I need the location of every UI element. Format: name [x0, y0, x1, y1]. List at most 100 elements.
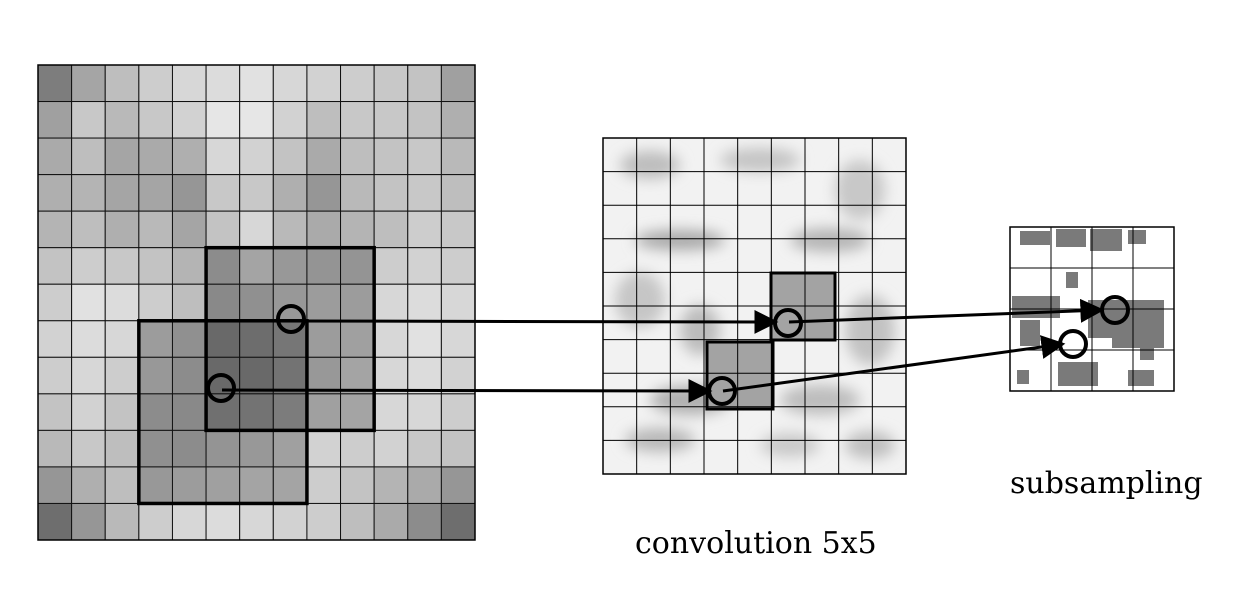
input-pixel	[272, 247, 308, 285]
input-pixel	[373, 137, 409, 176]
subsampling-label: subsampling	[1010, 466, 1203, 501]
input-pixel	[407, 393, 442, 431]
input-pixel	[440, 283, 476, 322]
input-pixel	[340, 429, 375, 468]
input-pixel	[37, 283, 73, 322]
input-pixel	[104, 502, 140, 541]
input-pixel	[340, 466, 375, 504]
input-pixel	[306, 101, 342, 139]
input-pixel	[171, 64, 207, 103]
input-pixel	[407, 356, 442, 395]
input-pixel	[272, 174, 308, 212]
input-pixel	[138, 429, 173, 468]
input-pixel	[71, 64, 106, 103]
input-pixel	[239, 502, 274, 541]
input-pixel	[340, 283, 375, 322]
input-pixel	[407, 210, 442, 249]
input-pixel	[71, 320, 106, 358]
input-pixel	[138, 466, 173, 504]
input-pixel	[138, 174, 173, 212]
receptive-field-marker-conv-lower	[707, 376, 737, 406]
input-pixel	[171, 429, 207, 468]
input-pixel	[407, 174, 442, 212]
input-pixel	[440, 101, 476, 139]
receptive-field-marker-input-upper	[276, 304, 306, 334]
input-pixel	[104, 64, 140, 103]
input-pixel	[239, 247, 274, 285]
input-pixel	[306, 174, 342, 212]
input-pixel	[205, 502, 241, 541]
input-pixel	[138, 137, 173, 176]
input-pixel	[37, 210, 73, 249]
input-image-border	[37, 64, 476, 541]
input-pixel	[340, 64, 375, 103]
input-pixel	[239, 429, 274, 468]
input-pixel	[306, 247, 342, 285]
input-pixel	[272, 429, 308, 468]
input-pixel	[407, 137, 442, 176]
input-pixel	[373, 283, 409, 322]
input-pixel	[440, 393, 476, 431]
input-pixel	[71, 174, 106, 212]
input-pixel	[71, 356, 106, 395]
input-pixel	[205, 320, 241, 358]
input-pixel	[37, 429, 73, 468]
input-pixel	[373, 393, 409, 431]
input-pixel	[171, 502, 207, 541]
input-pixel	[37, 356, 73, 395]
input-pixel	[340, 210, 375, 249]
input-pixel	[138, 101, 173, 139]
input-pixel	[104, 393, 140, 431]
input-pixel	[71, 210, 106, 249]
arrow-input-upper-to-conv	[291, 309, 779, 334]
input-pixel	[340, 174, 375, 212]
input-pixel	[272, 64, 308, 103]
input-pixel	[205, 429, 241, 468]
input-pixel	[306, 502, 342, 541]
input-pixel	[373, 101, 409, 139]
input-pixel	[440, 210, 476, 249]
input-pixel	[239, 393, 274, 431]
input-pixel	[138, 320, 173, 358]
input-pixel	[340, 393, 375, 431]
input-pixel	[37, 101, 73, 139]
input-pixel	[407, 320, 442, 358]
input-pixel	[37, 137, 73, 176]
input-pixel	[104, 101, 140, 139]
input-pixel	[407, 283, 442, 322]
arrow-conv-upper-to-sub	[788, 298, 1105, 324]
input-pixel	[37, 247, 73, 285]
input-pixel	[205, 64, 241, 103]
input-pixel	[171, 174, 207, 212]
input-pixel	[104, 429, 140, 468]
convolution-label: convolution 5x5	[635, 526, 877, 561]
input-pixel	[171, 210, 207, 249]
input-pixel	[440, 502, 476, 541]
input-pixel	[37, 393, 73, 431]
input-pixel	[373, 64, 409, 103]
receptive-field-marker-conv-upper	[773, 308, 803, 338]
input-pixel	[440, 356, 476, 395]
input-pixel	[71, 137, 106, 176]
input-pixel	[306, 64, 342, 103]
input-pixel	[104, 247, 140, 285]
input-pixel	[71, 502, 106, 541]
input-pixel	[104, 356, 140, 395]
input-pixel	[340, 320, 375, 358]
input-pixel	[138, 64, 173, 103]
input-pixel	[104, 283, 140, 322]
input-pixel	[373, 429, 409, 468]
input-pixel	[272, 137, 308, 176]
input-pixel	[373, 502, 409, 541]
input-pixel	[37, 320, 73, 358]
input-pixel	[272, 502, 308, 541]
input-pixel	[138, 283, 173, 322]
input-pixel	[440, 466, 476, 504]
input-pixel	[205, 101, 241, 139]
input-pixel	[71, 466, 106, 504]
input-pixel	[71, 393, 106, 431]
input-pixel	[306, 210, 342, 249]
input-pixel	[340, 101, 375, 139]
input-pixel	[138, 356, 173, 395]
